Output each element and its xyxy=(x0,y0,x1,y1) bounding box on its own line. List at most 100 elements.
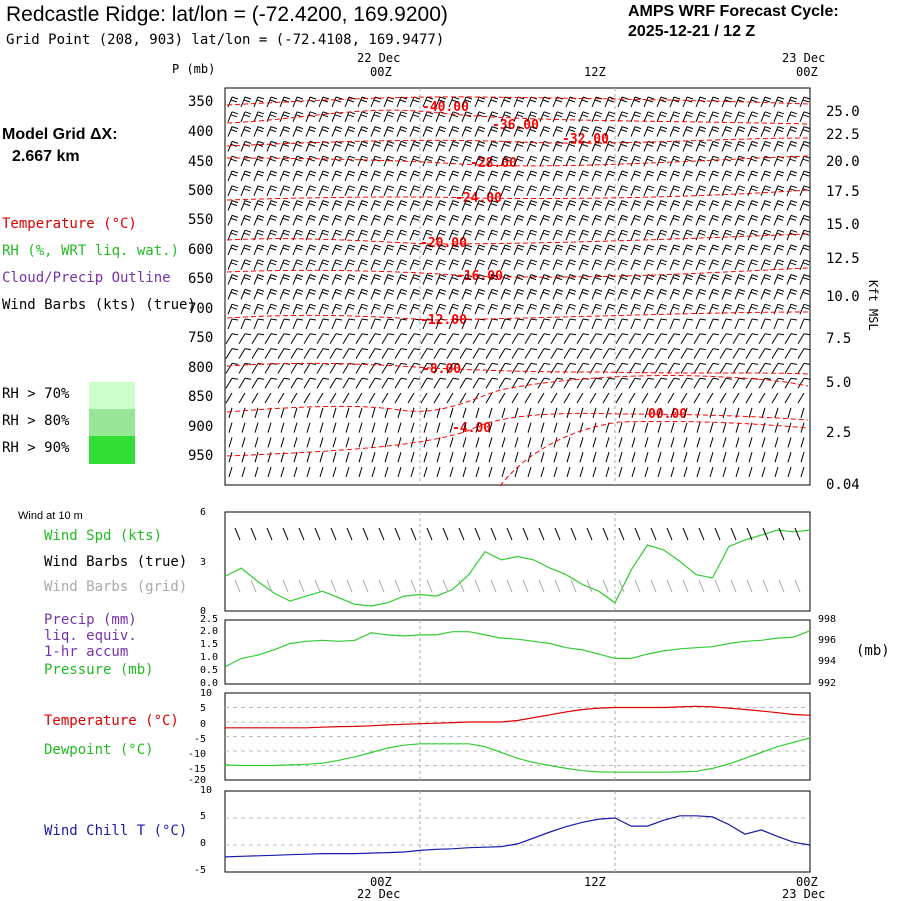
wind-barb xyxy=(797,333,811,345)
precip-ytick-0-0: 0.0 xyxy=(200,678,219,689)
wind-barb xyxy=(797,362,811,374)
wind-barb xyxy=(539,96,551,108)
wind-barb xyxy=(279,303,291,315)
wind-barb xyxy=(225,333,239,345)
wind-barb xyxy=(552,214,564,226)
wind-barb xyxy=(409,200,421,211)
wind-barb xyxy=(527,437,532,448)
wind-barb xyxy=(630,244,642,256)
wind-barb xyxy=(345,422,350,433)
wind-panel-frame xyxy=(224,511,811,612)
wind-barb xyxy=(774,452,779,463)
wind-barb xyxy=(228,452,233,463)
wind-barb xyxy=(423,422,428,433)
wind-barb xyxy=(539,259,551,270)
wind-barb xyxy=(251,377,265,389)
wind-barb xyxy=(500,303,512,315)
wind-barb xyxy=(682,214,694,226)
wind-barb xyxy=(708,318,720,330)
wind-barb xyxy=(253,303,265,315)
chill-ytick-m5: -5 xyxy=(194,865,207,876)
wind-barb xyxy=(409,288,421,300)
wind-barb xyxy=(435,274,447,285)
wind-barb xyxy=(747,140,759,152)
wind-10m-title: Wind at 10 m xyxy=(18,510,83,522)
legend-rh70-swatch xyxy=(89,382,135,409)
wind-barb xyxy=(761,452,766,463)
wind-barb xyxy=(472,333,486,345)
wind-barb xyxy=(487,140,499,152)
wind-barb xyxy=(617,126,629,137)
wind-barb xyxy=(487,200,499,211)
wind-barb xyxy=(253,200,265,211)
wind-barb xyxy=(721,318,733,330)
wind-barb xyxy=(657,452,662,463)
wind-barb xyxy=(787,422,792,433)
wind-barb xyxy=(667,333,681,345)
wind-barb xyxy=(618,407,623,418)
wind-barb xyxy=(461,185,473,196)
wind-barb xyxy=(553,422,558,433)
wind-barb xyxy=(565,155,577,167)
wind-barb xyxy=(579,437,584,448)
precip-ytick-2-0: 2.0 xyxy=(200,626,219,637)
wind-barb xyxy=(513,229,525,241)
wind-barb xyxy=(264,333,278,345)
wind-barb xyxy=(319,466,324,478)
wind-barb xyxy=(771,377,785,389)
wind-barb xyxy=(446,348,460,359)
wind-barb xyxy=(266,288,278,300)
wind-barb xyxy=(563,333,577,345)
wind-barb xyxy=(279,96,291,108)
wind-barb xyxy=(631,466,636,478)
wind-barb xyxy=(631,437,636,448)
wind-barb xyxy=(721,140,733,152)
wind-barb xyxy=(565,303,577,315)
surface-wind-barb-true xyxy=(714,527,721,541)
wind-barb xyxy=(618,437,623,448)
wind-barb xyxy=(292,214,304,226)
wind-barb xyxy=(318,96,330,108)
surface-wind-barb-true xyxy=(266,527,273,541)
wind-barb xyxy=(799,126,811,137)
wind-barb xyxy=(513,318,525,330)
wind-barb xyxy=(669,244,681,256)
surface-wind-barb-true xyxy=(474,527,481,541)
wind-barb xyxy=(344,170,356,182)
wind-barb xyxy=(410,422,415,433)
wind-barb xyxy=(345,466,350,478)
wind-barb xyxy=(370,288,382,300)
wind-barb xyxy=(459,333,473,345)
wind-barb xyxy=(355,392,363,404)
wind-barb xyxy=(370,126,382,137)
wind-barb xyxy=(409,303,421,315)
surface-wind-barb-grid xyxy=(762,579,769,593)
temp-ytick-m10: -10 xyxy=(188,749,207,760)
wind-barb xyxy=(409,229,421,241)
wind-barb xyxy=(396,303,408,315)
wind-barb xyxy=(472,348,486,359)
surface-wind-barb-grid xyxy=(250,579,257,593)
wind-barb xyxy=(394,333,408,345)
wind-barb xyxy=(617,288,629,300)
wind-barb xyxy=(773,274,785,285)
wind-barb xyxy=(397,437,402,448)
wind-barb xyxy=(787,407,792,418)
wind-barb xyxy=(680,377,694,389)
wind-barb xyxy=(485,362,499,374)
wind-barb xyxy=(306,422,311,433)
wind-barb xyxy=(475,422,480,433)
p-label-400: 400 xyxy=(188,124,214,140)
wind-barb xyxy=(345,452,350,463)
wind-barb xyxy=(604,200,616,211)
pressure-line xyxy=(224,630,811,668)
wind-barb xyxy=(656,185,668,196)
wind-barb xyxy=(708,303,720,315)
wind-barb xyxy=(617,170,629,182)
wind-barb xyxy=(240,214,252,226)
surface-wind-barb-true xyxy=(586,527,593,541)
surface-wind-barb-true xyxy=(682,527,689,541)
contour-label-m40: -40.00 xyxy=(422,100,469,115)
wind-barb xyxy=(797,392,805,404)
wind-barb xyxy=(592,422,597,433)
